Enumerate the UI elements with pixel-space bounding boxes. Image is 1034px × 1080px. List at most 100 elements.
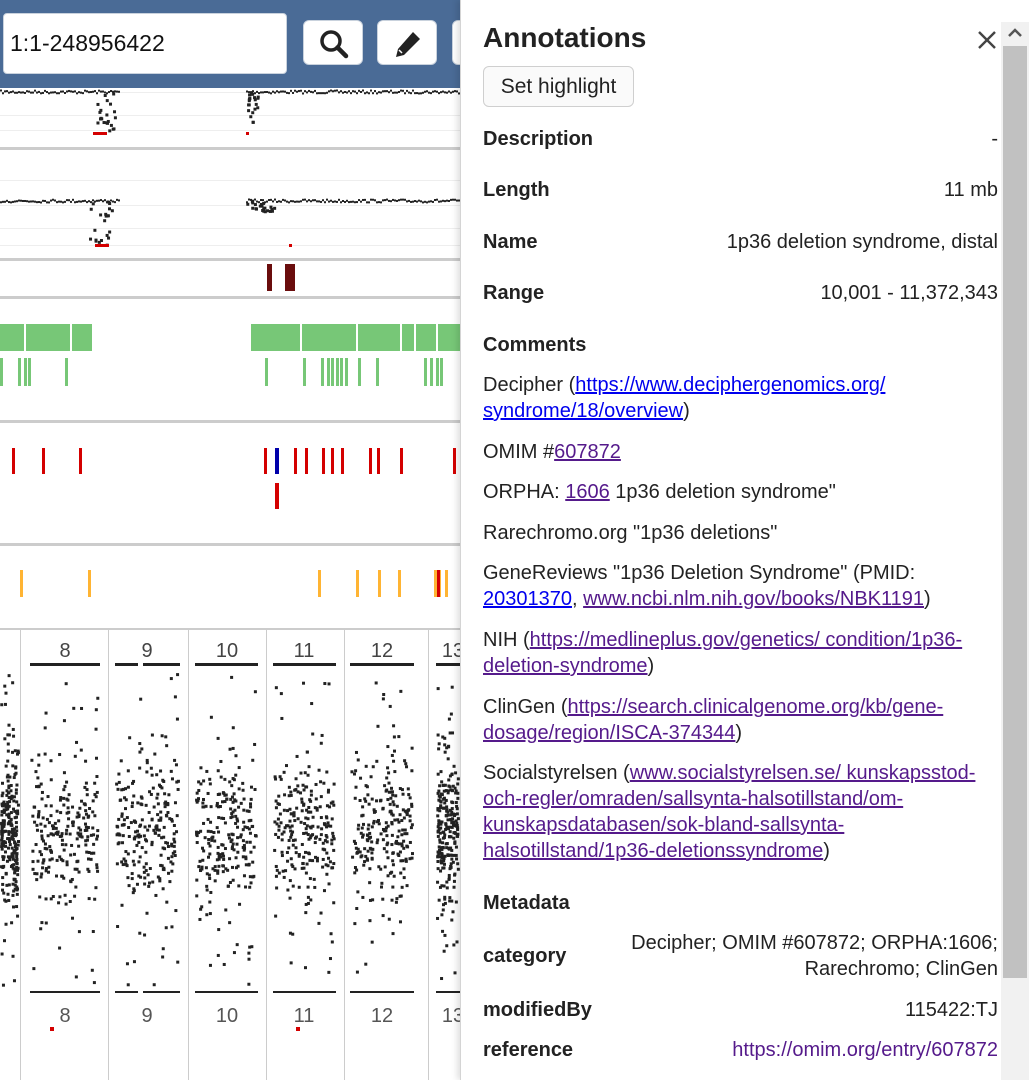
overview-point [450, 821, 454, 825]
overview-point [74, 975, 78, 979]
coverage-point [280, 90, 282, 93]
overview-point [296, 790, 300, 794]
overview-point [62, 796, 66, 800]
overview-point [125, 864, 129, 868]
overview-point [306, 773, 310, 777]
metadata-value-reference[interactable]: https://omim.org/entry/607872 [732, 1039, 998, 1061]
overview-point [391, 859, 395, 863]
overview-point [213, 879, 217, 883]
locus-input[interactable] [3, 13, 287, 74]
chromosome-label-9-bottom[interactable]: 9 [141, 1005, 152, 1027]
overview-point [163, 805, 167, 809]
overview-point [311, 833, 315, 837]
overview-point [367, 802, 371, 806]
overview-point [450, 807, 454, 811]
overview-point [148, 867, 152, 871]
overview-point [385, 776, 389, 780]
chromosome-label-10-top[interactable]: 10 [216, 640, 238, 662]
coverage-point [404, 92, 406, 95]
overview-point [78, 834, 82, 838]
overview-point [401, 792, 405, 796]
chromosome-label-13-top[interactable]: 13 [442, 640, 460, 662]
chromosome-label-10-bottom[interactable]: 10 [216, 1005, 238, 1027]
omim-link[interactable]: 607872 [554, 441, 621, 463]
orpha-link[interactable]: 1606 [565, 481, 610, 503]
chromosome-label-8-bottom[interactable]: 8 [59, 1005, 70, 1027]
coverage-point [430, 92, 432, 95]
overview-point [245, 826, 249, 830]
overview-point [303, 822, 307, 826]
scroll-up-button[interactable] [1001, 22, 1029, 44]
overview-point [386, 745, 390, 749]
overview-point [449, 712, 453, 716]
track-separator [0, 92, 460, 93]
coverage-point [86, 90, 88, 93]
chromosome-label-13-bottom[interactable]: 13 [442, 1005, 460, 1027]
overview-point [288, 825, 292, 829]
socialstyrelsen-link[interactable]: www.socialstyrelsen.se/ kunskapsstod-och… [483, 762, 976, 862]
overview-point [91, 930, 95, 934]
overview-point [126, 852, 130, 856]
metadata-key-reference: reference [483, 1039, 574, 1061]
coverage-point [110, 199, 112, 202]
coverage-point [50, 199, 52, 202]
coverage-point [270, 207, 274, 211]
metadata-value-modifiedby: 115422:TJ [904, 999, 998, 1021]
set-highlight-button[interactable]: Set highlight [483, 66, 634, 107]
chromosome-label-11-bottom[interactable]: 11 [294, 1005, 315, 1027]
metadata-value-category: Decipher; OMIM #607872; ORPHA:1606; Rare… [631, 932, 998, 980]
overview-point [170, 777, 174, 781]
overview-point [139, 834, 143, 838]
overview-point [384, 789, 388, 793]
coverage-point [109, 123, 113, 127]
chromosome-label-11-top[interactable]: 11 [294, 640, 315, 662]
coverage-point [414, 200, 416, 203]
overview-point [217, 855, 221, 859]
overview-point [328, 805, 332, 809]
overview-point [403, 759, 407, 763]
panel-scrollbar[interactable] [1001, 22, 1029, 1080]
medlineplus-link[interactable]: https://medlineplus.gov/genetics/ condit… [483, 629, 963, 677]
clingen-link[interactable]: https://search.clinicalgenome.org/kb/gen… [483, 696, 944, 744]
edit-button[interactable] [377, 20, 437, 65]
overview-point [390, 753, 394, 757]
ncbi-books-link[interactable]: www.ncbi.nlm.nih.gov/books/NBK1191 [583, 588, 925, 610]
overview-point [248, 945, 252, 949]
overview-point [410, 769, 414, 773]
overview-point [76, 831, 80, 835]
overview-point [444, 814, 448, 818]
overview-point [234, 754, 238, 758]
decipher-link[interactable]: https://www.deciphergenomics.org/ syndro… [483, 374, 886, 422]
chromosome-label-8-top[interactable]: 8 [59, 640, 70, 662]
overview-point [230, 838, 234, 842]
overview-point [235, 943, 239, 947]
overview-point [16, 914, 20, 918]
chromosome-label-9-top[interactable]: 9 [141, 640, 152, 662]
coverage-point [40, 201, 42, 204]
overview-point [386, 841, 390, 845]
scroll-thumb[interactable] [1003, 46, 1027, 978]
overview-point [299, 771, 303, 775]
overview-point [291, 865, 295, 869]
coverage-point [320, 200, 322, 203]
search-button[interactable] [303, 20, 363, 65]
chromosome-label-12-bottom[interactable]: 12 [371, 1005, 393, 1027]
overview-point [14, 815, 18, 819]
overview-point [92, 981, 96, 985]
overview-point [215, 858, 219, 862]
overview-point [319, 780, 323, 784]
overview-point [5, 775, 9, 779]
overview-point [223, 847, 227, 851]
overview-point [248, 875, 252, 879]
toolbar-button[interactable] [452, 20, 460, 65]
pmid-link[interactable]: 20301370 [483, 588, 572, 610]
coverage-point [251, 206, 255, 210]
overview-bar-top [436, 663, 460, 666]
overview-point [408, 796, 412, 800]
close-button[interactable] [973, 26, 1001, 54]
overview-point [251, 875, 255, 879]
coverage-point [312, 199, 314, 202]
chromosome-label-12-top[interactable]: 12 [371, 640, 393, 662]
field-value-length: 11 mb [943, 179, 998, 201]
overview-point [325, 770, 329, 774]
